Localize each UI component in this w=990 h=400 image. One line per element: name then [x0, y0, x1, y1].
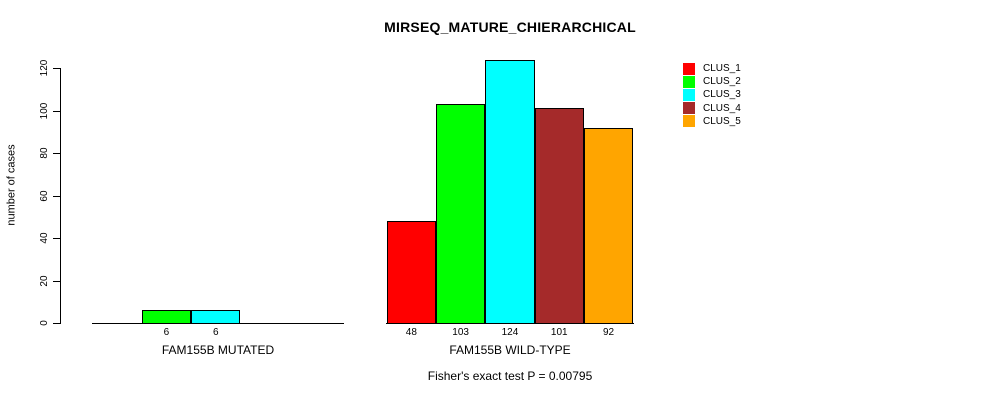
legend-label: CLUS_2	[703, 76, 741, 88]
y-tick-label: 120	[38, 59, 50, 77]
y-tick-mark	[53, 153, 60, 154]
y-tick-mark	[53, 280, 60, 282]
bar-clus_3	[191, 310, 241, 324]
legend-item-clus_1: CLUS_1	[683, 62, 741, 75]
y-tick-label: 80	[38, 147, 50, 159]
legend-item-clus_3: CLUS_3	[683, 88, 741, 101]
bar-value-label: 6	[163, 327, 170, 338]
y-axis-label: number of cases	[5, 144, 18, 226]
legend-label: CLUS_5	[703, 115, 741, 127]
legend: CLUS_1 CLUS_2 CLUS_3 CLUS_4 CLUS_5	[683, 62, 741, 128]
legend-color-swatch	[683, 88, 695, 101]
bar-value-label: 124	[501, 327, 519, 338]
y-tick-mark	[53, 238, 60, 239]
legend-color-swatch	[683, 75, 695, 88]
bar-clus_5	[583, 127, 634, 324]
legend-color-swatch	[683, 62, 695, 75]
y-tick-mark	[53, 323, 60, 324]
bar-value-label: 103	[452, 327, 469, 338]
bar-clus_1	[386, 221, 436, 324]
legend-item-clus_4: CLUS_4	[683, 102, 741, 115]
bar-clus_2	[141, 310, 192, 324]
bar-clus_4	[534, 108, 584, 324]
y-tick-mark	[53, 195, 60, 197]
bar-value-label: 48	[405, 327, 417, 338]
chart-title: MIRSEQ_MATURE_CHIERARCHICAL	[384, 19, 636, 35]
y-tick-label: 100	[38, 102, 50, 119]
y-tick-label: 60	[38, 189, 50, 202]
legend-item-clus_5: CLUS_5	[683, 115, 741, 128]
y-tick-mark	[53, 110, 60, 112]
bar-value-label: 101	[550, 327, 568, 338]
legend-label: CLUS_3	[703, 89, 741, 101]
y-axis-line	[60, 68, 61, 324]
bar-value-label: 92	[602, 327, 615, 338]
legend-color-swatch	[683, 102, 695, 115]
legend-label: CLUS_4	[703, 102, 741, 114]
legend-color-swatch	[683, 115, 695, 128]
group-label-mutated: FAM155B MUTATED	[161, 343, 275, 357]
group-label-wild-type: FAM155B WILD-TYPE	[449, 343, 571, 357]
y-tick-label: 40	[38, 232, 50, 244]
bar-clus_2	[436, 104, 486, 324]
y-tick-mark	[53, 68, 60, 69]
legend-label: CLUS_1	[703, 63, 741, 75]
legend-item-clus_2: CLUS_2	[683, 75, 741, 88]
y-tick-label: 0	[38, 320, 50, 326]
y-tick-label: 20	[38, 274, 50, 287]
bar-clus_3	[485, 59, 535, 324]
footnote-pvalue: Fisher's exact test P = 0.00795	[427, 369, 593, 383]
bar-value-label: 6	[212, 327, 219, 338]
